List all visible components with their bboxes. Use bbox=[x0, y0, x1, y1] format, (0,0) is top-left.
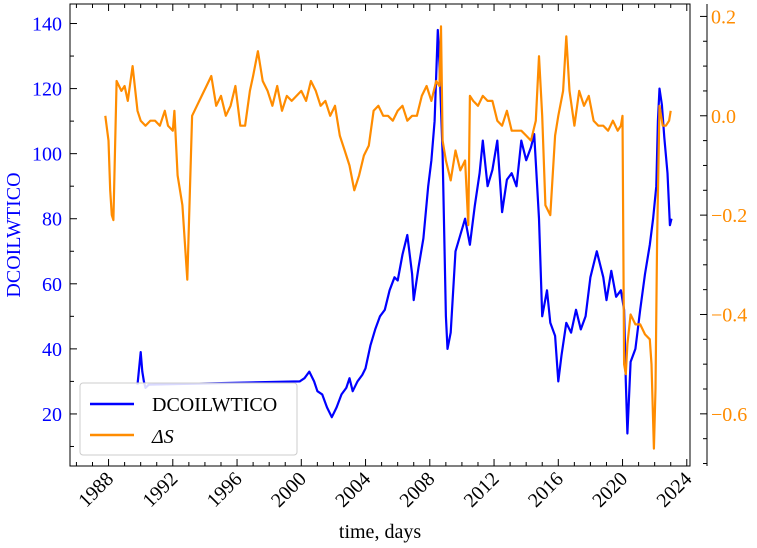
legend-label-dcoilwtico: DCOILWTICO bbox=[152, 394, 277, 416]
right-axis: −0.6 −0.4 −0.2 0.0 0.2 bbox=[700, 4, 747, 466]
legend: DCOILWTICO ΔS bbox=[79, 382, 298, 456]
y-right-tick-label: 0.2 bbox=[711, 6, 736, 28]
legend-label-delta-s: ΔS bbox=[151, 426, 174, 448]
y-left-tick-label: 140 bbox=[32, 14, 62, 36]
series-line-delta-s bbox=[104, 25, 672, 450]
y-left-tick-label: 100 bbox=[32, 144, 62, 166]
plot-frame bbox=[69, 3, 691, 467]
y-axis-label-left: DCOILWTICO bbox=[3, 172, 25, 297]
y-left-tick-label: 40 bbox=[42, 339, 62, 361]
y-left-tick-label: 20 bbox=[42, 404, 62, 426]
y-left-tick-label: 120 bbox=[32, 79, 62, 101]
y-right-tick-label: −0.4 bbox=[711, 304, 747, 326]
y-left-tick-label: 60 bbox=[42, 274, 62, 296]
series-layer bbox=[104, 25, 673, 450]
y-right-tick-label: −0.6 bbox=[711, 404, 747, 426]
y-left-tick-label: 80 bbox=[42, 209, 62, 231]
legend-box bbox=[79, 382, 298, 456]
left-axis: 20 40 60 80 100 120 140 bbox=[32, 14, 77, 447]
y-right-tick-label: −0.2 bbox=[711, 205, 747, 227]
y-right-tick-label: 0.0 bbox=[711, 106, 736, 128]
x-axis-label: time, days bbox=[339, 521, 421, 543]
